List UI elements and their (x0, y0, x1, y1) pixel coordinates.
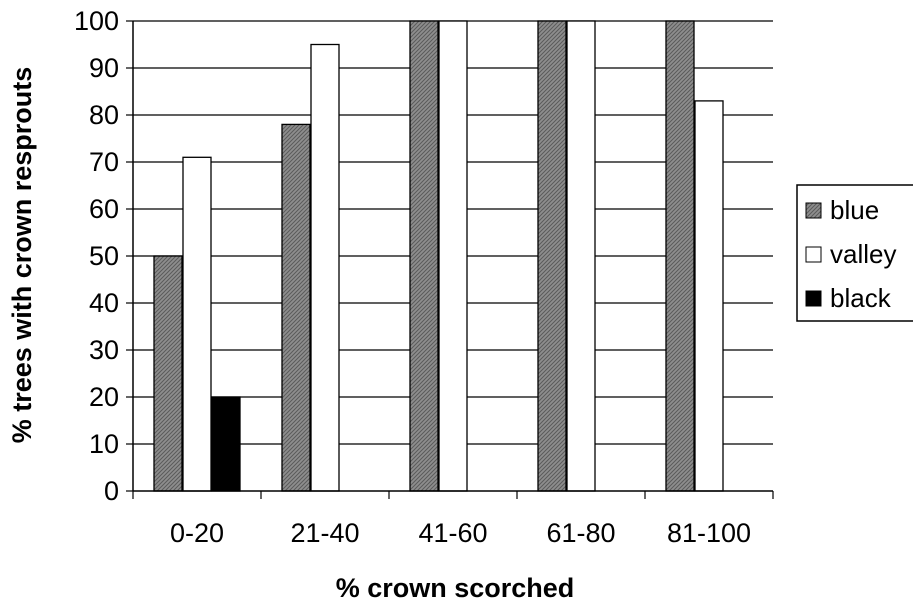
bar-blue-41-60 (409, 20, 439, 492)
legend-label-black: black (830, 283, 892, 313)
y-tick-label: 80 (89, 100, 119, 130)
bar-blue-21-40 (281, 123, 311, 492)
bar-valley-41-60 (438, 20, 468, 492)
bar-valley-81-100 (694, 100, 724, 492)
y-tick-label: 40 (89, 288, 119, 318)
y-tick-label: 0 (104, 476, 119, 506)
y-tick-label: 50 (89, 241, 119, 271)
tick-labels: 0 10 20 30 40 50 60 70 80 90 100 0-20 21-40 41-60 61-8… (74, 6, 751, 548)
y-tick-label: 60 (89, 194, 119, 224)
y-axis-title: % trees with crown resprouts (7, 67, 37, 444)
x-tick-label: 61-80 (546, 518, 615, 548)
y-tick-label: 90 (89, 53, 119, 83)
y-tick-label: 10 (89, 429, 119, 459)
bar-blue-81-100 (665, 20, 695, 492)
bar-valley-61-80 (566, 20, 596, 492)
legend-swatch-blue (805, 202, 822, 219)
x-tick-label: 41-60 (418, 518, 487, 548)
x-tick-label: 21-40 (290, 518, 359, 548)
y-tick-label: 20 (89, 382, 119, 412)
legend-label-valley: valley (830, 239, 896, 269)
axes (126, 20, 774, 499)
legend: blue valley black (796, 184, 913, 322)
bar-valley-0-20 (182, 156, 212, 492)
x-tick-label: 0-20 (170, 518, 224, 548)
bar-black-0-20 (211, 396, 241, 492)
x-axis-title: % crown scorched (336, 573, 575, 603)
y-tick-label: 70 (89, 147, 119, 177)
bar-blue-0-20 (153, 255, 183, 492)
legend-label-blue: blue (830, 195, 879, 225)
bar-valley-21-40 (310, 43, 340, 492)
x-tick-label: 81-100 (667, 518, 751, 548)
legend-swatch-valley (805, 246, 822, 263)
y-tick-label: 30 (89, 335, 119, 365)
bar-blue-61-80 (537, 20, 567, 492)
y-tick-label: 100 (74, 6, 119, 36)
legend-swatch-black (805, 290, 822, 307)
